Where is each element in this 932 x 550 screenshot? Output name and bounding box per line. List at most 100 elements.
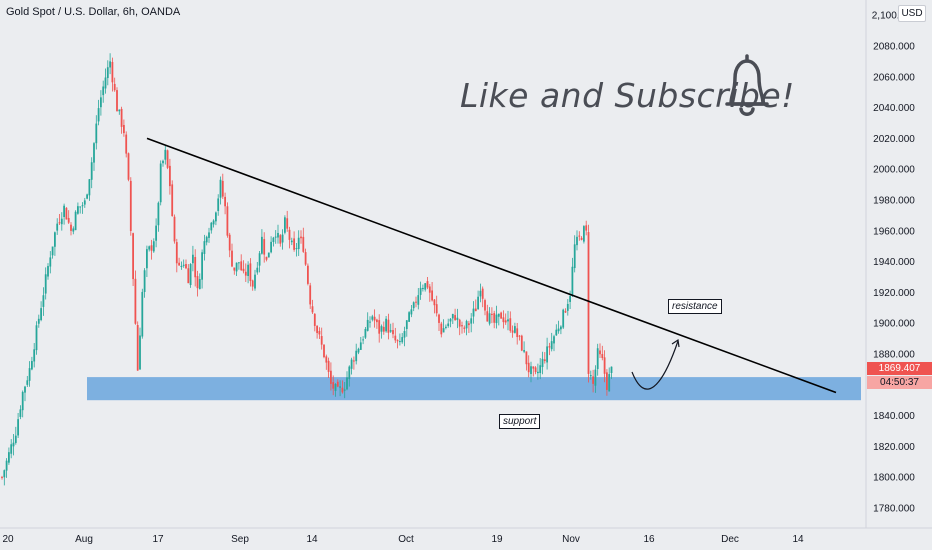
candle xyxy=(518,335,521,341)
candle xyxy=(580,236,583,241)
candle xyxy=(440,321,443,338)
candle xyxy=(67,210,70,224)
candle xyxy=(415,296,417,308)
candle xyxy=(507,310,509,331)
support-label[interactable]: support xyxy=(499,414,541,429)
candle xyxy=(576,230,578,251)
candle xyxy=(244,263,247,282)
candle xyxy=(514,322,516,334)
candle xyxy=(86,193,88,200)
time-axis-label: Dec xyxy=(721,534,739,545)
candle xyxy=(33,343,36,368)
candle xyxy=(502,310,505,329)
time-axis-label: 20 xyxy=(2,534,14,545)
candle xyxy=(553,334,555,352)
candle xyxy=(155,218,157,248)
candle xyxy=(70,222,72,236)
candle xyxy=(530,361,532,383)
candle xyxy=(491,307,493,324)
time-axis-label: 17 xyxy=(152,534,164,545)
price-axis-label: 1840.000 xyxy=(873,411,915,422)
candle xyxy=(596,343,599,376)
candle xyxy=(380,324,383,339)
candle xyxy=(336,379,339,388)
time-axis-label: Sep xyxy=(231,534,249,545)
candle xyxy=(309,282,312,309)
candle xyxy=(325,354,328,370)
resistance-label[interactable]: resistance xyxy=(668,299,722,314)
candle xyxy=(47,263,49,280)
price-axis-label: 1920.000 xyxy=(873,288,915,299)
candle xyxy=(185,259,187,270)
candle xyxy=(603,350,606,383)
price-axis-label: 1880.000 xyxy=(873,350,915,361)
candle xyxy=(226,202,229,238)
candle xyxy=(3,469,6,486)
candle xyxy=(594,365,597,393)
candle xyxy=(355,343,358,365)
candle xyxy=(327,357,330,378)
candle xyxy=(300,230,302,244)
candle xyxy=(504,313,507,325)
candle xyxy=(233,267,236,275)
candle xyxy=(272,236,275,247)
candle xyxy=(198,273,201,290)
candle xyxy=(267,252,270,258)
chart-title: Gold Spot / U.S. Dollar, 6h, OANDA xyxy=(6,6,181,18)
candle xyxy=(205,235,208,246)
candle xyxy=(560,325,562,335)
candle xyxy=(256,261,259,275)
candle xyxy=(152,238,155,253)
candle xyxy=(175,238,178,273)
candle xyxy=(136,321,139,371)
candle xyxy=(258,251,261,273)
candle xyxy=(456,308,459,329)
candle xyxy=(231,243,233,268)
candle xyxy=(399,333,401,346)
candle xyxy=(350,357,353,375)
candle xyxy=(35,321,38,355)
candle xyxy=(318,327,321,340)
candle xyxy=(102,80,105,103)
candle xyxy=(382,321,385,335)
candle xyxy=(274,230,277,244)
candle xyxy=(90,157,93,189)
candle xyxy=(447,318,450,328)
candle xyxy=(162,159,164,167)
candle xyxy=(31,356,33,371)
candle xyxy=(343,382,346,399)
candle xyxy=(541,351,544,375)
currency-button[interactable]: USD xyxy=(898,5,926,22)
candle xyxy=(125,131,128,158)
candle xyxy=(109,53,111,75)
projection-arrow[interactable] xyxy=(631,340,679,390)
candle xyxy=(111,57,114,92)
candle xyxy=(509,311,512,333)
candle xyxy=(104,68,107,94)
candle xyxy=(302,227,305,253)
candle xyxy=(419,281,422,300)
candle xyxy=(571,257,574,297)
candle xyxy=(385,316,387,333)
candle xyxy=(79,206,82,214)
support-zone[interactable] xyxy=(87,377,861,401)
candle xyxy=(116,87,118,112)
resistance-trendline[interactable] xyxy=(146,137,837,394)
candle xyxy=(369,316,371,328)
candle xyxy=(445,324,447,330)
candle xyxy=(83,197,86,208)
candle xyxy=(54,231,56,256)
candle xyxy=(396,339,399,349)
candle xyxy=(12,434,15,456)
candle xyxy=(332,375,335,396)
candle xyxy=(585,220,588,236)
candle xyxy=(442,319,445,333)
candle xyxy=(187,264,190,284)
bar-countdown-tag: 04:50:37 xyxy=(867,376,932,389)
candle xyxy=(254,269,256,291)
candle xyxy=(417,288,420,310)
candle xyxy=(247,261,249,284)
candle xyxy=(438,313,440,332)
candle xyxy=(555,324,558,336)
